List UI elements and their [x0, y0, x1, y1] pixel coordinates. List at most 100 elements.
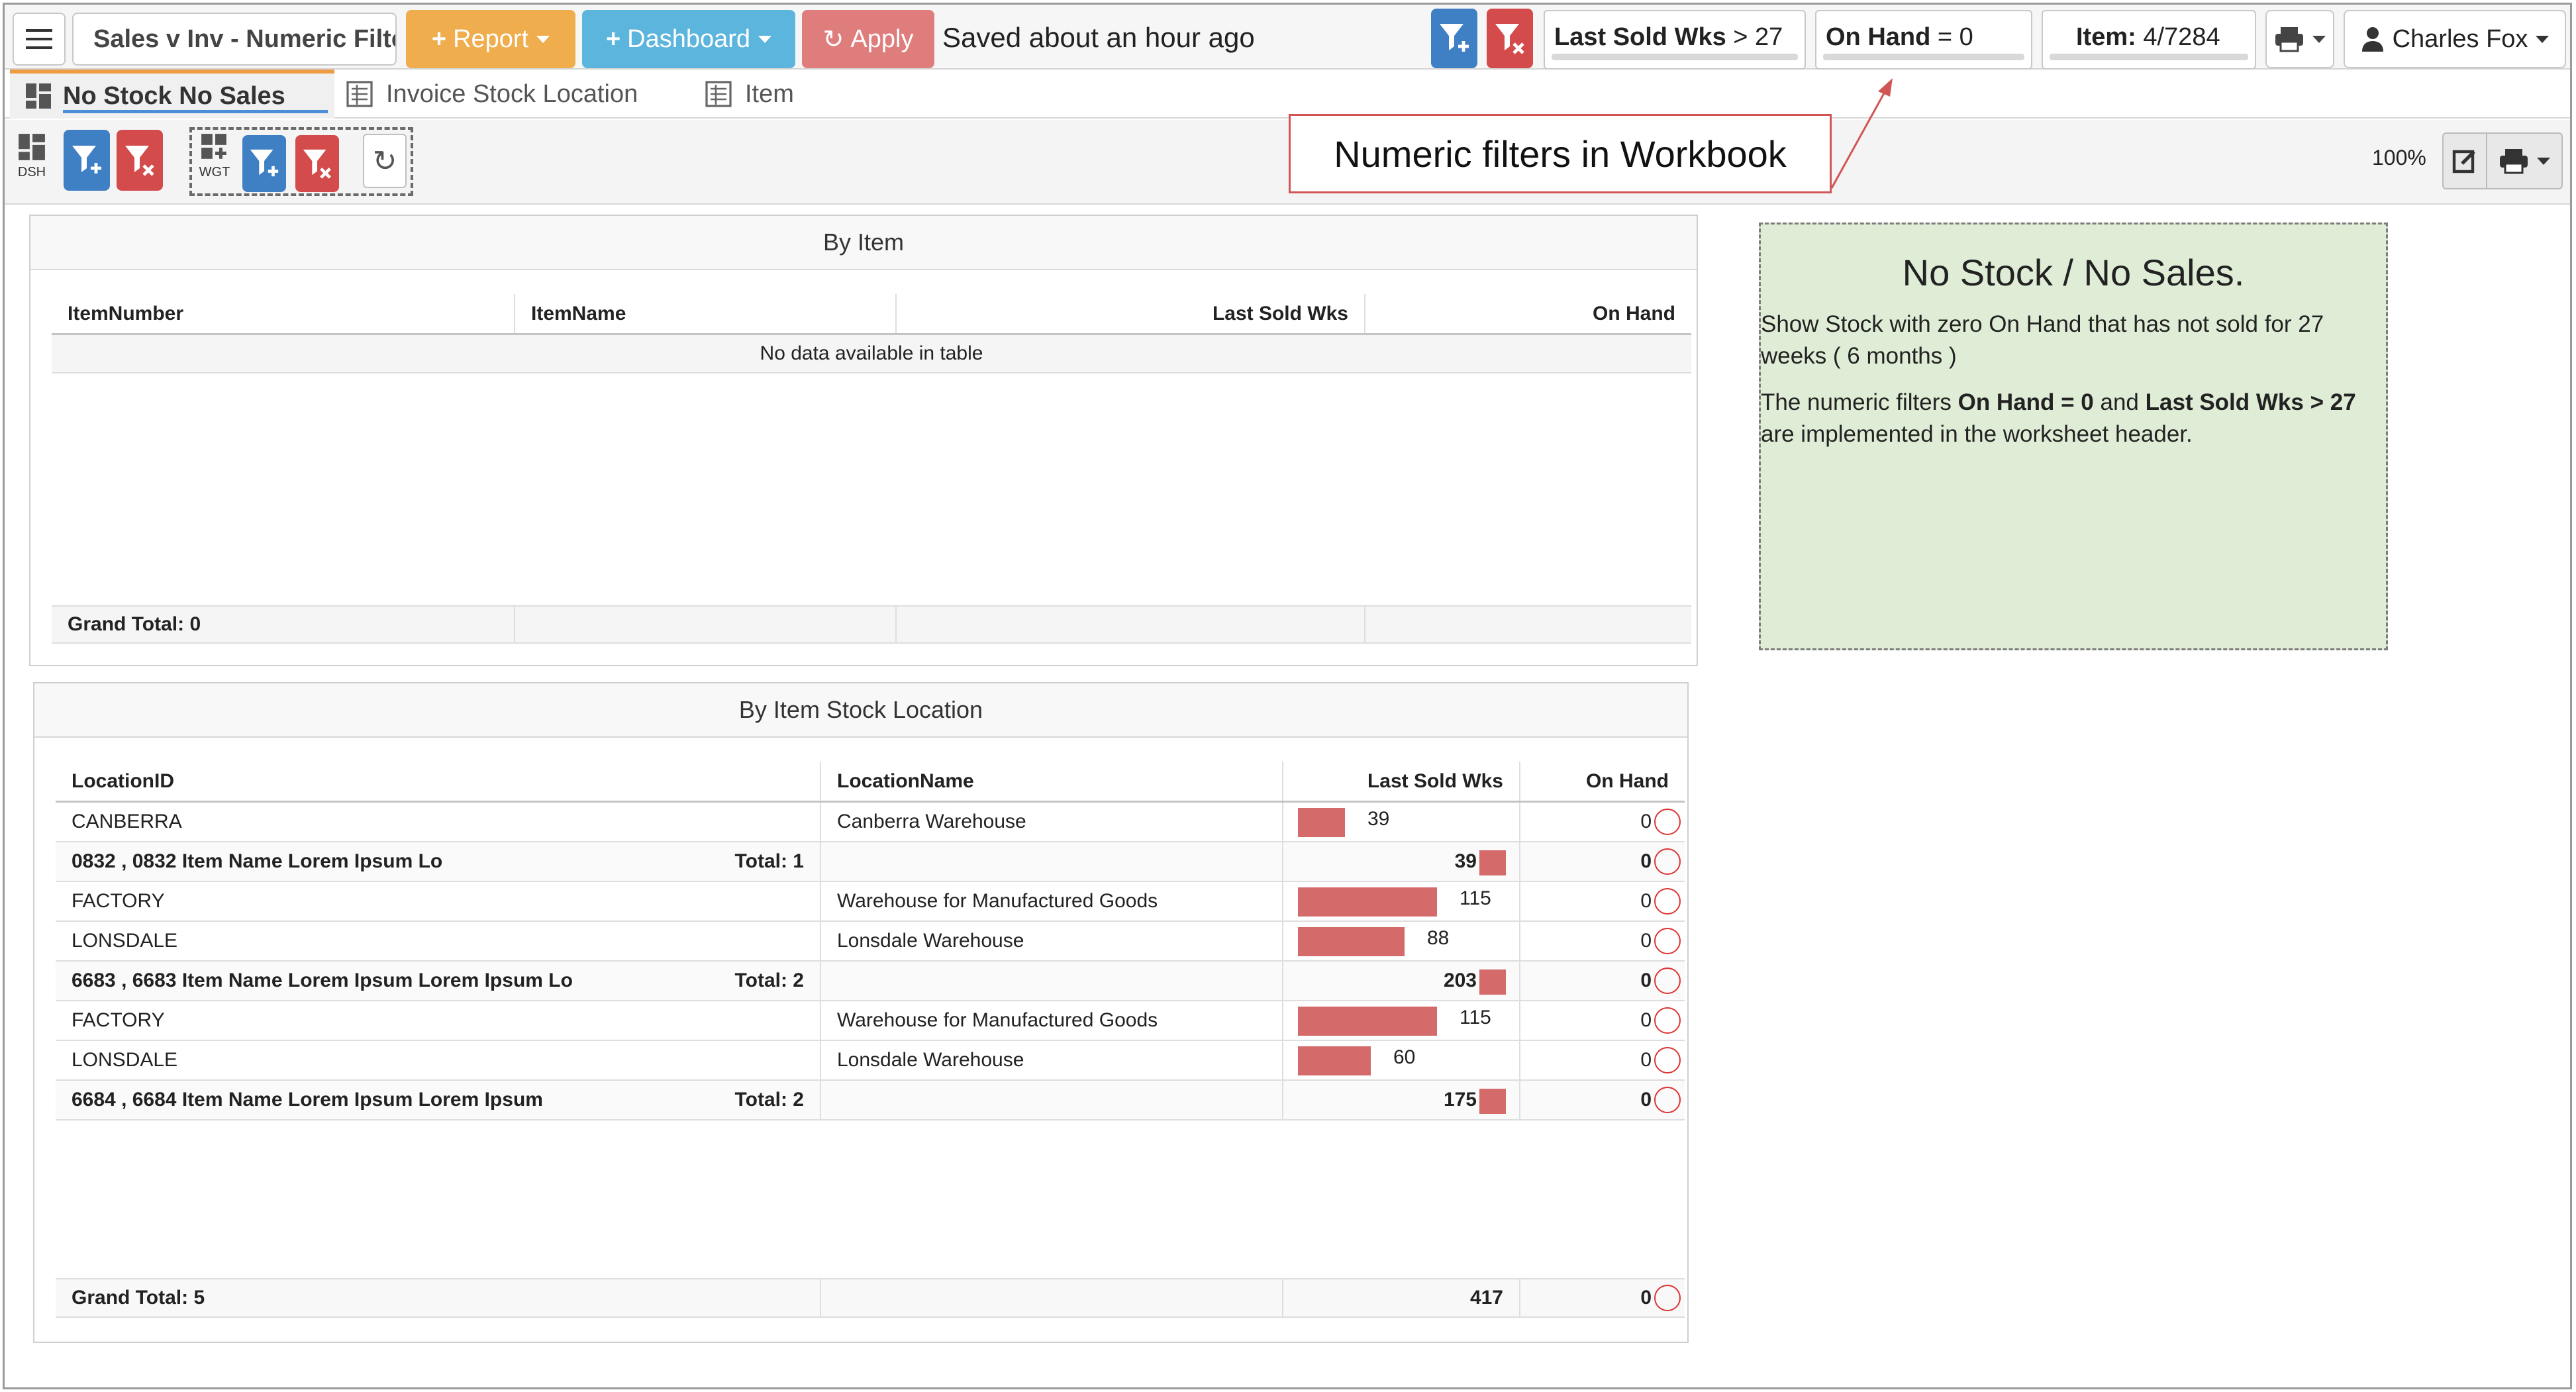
- wks-value: 39: [1367, 808, 1390, 830]
- filter-chip-item[interactable]: Item: 4/7284: [2042, 10, 2256, 70]
- dsh-add-filter-button[interactable]: [64, 130, 110, 191]
- print-menu-button[interactable]: [2265, 10, 2334, 68]
- dashboard-toolbar: [5, 120, 2570, 205]
- onhand-value: 0: [1640, 1049, 1652, 1071]
- col-header-last-sold-wks[interactable]: Last Sold Wks: [1283, 762, 1520, 801]
- col-header-locationid[interactable]: LocationID: [56, 762, 821, 801]
- annotation-callout: Numeric filters in Workbook: [1289, 114, 1832, 193]
- by-location-table: LocationID LocationName Last Sold Wks On…: [56, 762, 1685, 1331]
- grand-total-row: Grand Total: 5 417 0: [56, 1278, 1685, 1318]
- dashboard-button[interactable]: + Dashboard: [582, 10, 795, 68]
- table-row[interactable]: LONSDALE Lonsdale Warehouse 88 0: [56, 922, 1685, 962]
- dsh-button[interactable]: DSH: [13, 132, 50, 192]
- filter-add-icon: [72, 146, 101, 174]
- table-row[interactable]: FACTORY Warehouse for Manufactured Goods 1…: [56, 1001, 1685, 1041]
- panel-title: By Item Stock Location: [34, 683, 1687, 738]
- col-header-itemname[interactable]: ItemName: [515, 294, 897, 333]
- col-header-last-sold-wks[interactable]: Last Sold Wks: [897, 294, 1365, 333]
- dsh-clear-filter-button[interactable]: [117, 130, 163, 191]
- wgt-label: WGT: [199, 165, 230, 179]
- group-total-row[interactable]: 6684 , 6684 Item Name Lorem Ipsum Lorem …: [56, 1081, 1685, 1120]
- status-circle-icon: [1654, 1087, 1681, 1113]
- onhand-value: 0: [1640, 969, 1652, 991]
- data-bar: [1479, 850, 1506, 875]
- tab-invoice-stock-location[interactable]: Invoice Stock Location: [346, 70, 638, 119]
- group-total-row[interactable]: 6683 , 6683 Item Name Lorem Ipsum Lorem …: [56, 962, 1685, 1001]
- location-id-cell: 6683 , 6683 Item Name Lorem Ipsum Lorem …: [56, 962, 821, 1000]
- col-header-on-hand[interactable]: On Hand: [1586, 770, 1669, 792]
- chip-underline: [1823, 54, 2024, 60]
- workbook-title[interactable]: Sales v Inv - Numeric Filte: [72, 13, 397, 66]
- on-hand-cell: 0: [1520, 962, 1685, 1000]
- data-bar: [1298, 1046, 1371, 1075]
- wks-value: 39: [1454, 850, 1477, 872]
- note-bold-onhand: On Hand = 0: [1957, 389, 2094, 415]
- location-id-cell: LONSDALE: [56, 1041, 821, 1079]
- last-sold-wks-cell: 88: [1283, 922, 1520, 960]
- refresh-button[interactable]: ↻: [363, 134, 407, 188]
- table-row[interactable]: LONSDALE Lonsdale Warehouse 60 0: [56, 1041, 1685, 1081]
- tab-item[interactable]: Item: [705, 70, 794, 119]
- col-header-on-hand[interactable]: On Hand: [1593, 302, 1675, 324]
- status-circle-icon: [1654, 928, 1681, 954]
- report-button[interactable]: + Report: [406, 10, 575, 68]
- group-total-row[interactable]: 0832 , 0832 Item Name Lorem Ipsum Lo Tota…: [56, 842, 1685, 882]
- clear-filter-button[interactable]: [1487, 9, 1533, 68]
- apply-button[interactable]: ↻ Apply: [802, 10, 934, 68]
- by-item-panel: By Item ItemNumber ItemName Last Sold Wk…: [29, 215, 1698, 666]
- saved-status: Saved about an hour ago: [942, 22, 1255, 53]
- onhand-value: 0: [1640, 850, 1652, 872]
- location-name: [821, 842, 1283, 881]
- location-id: 6684 , 6684 Item Name Lorem Ipsum Lorem …: [72, 1089, 543, 1111]
- wgt-button[interactable]: WGT: [196, 132, 233, 192]
- location-id-cell: 6684 , 6684 Item Name Lorem Ipsum Lorem …: [56, 1081, 821, 1119]
- grand-total-onhand: 0: [1520, 1279, 1685, 1317]
- chip-underline: [1552, 54, 1798, 60]
- filter-op: = 0: [1937, 23, 1973, 51]
- table-row[interactable]: CANBERRA Canberra Warehouse 39 0: [56, 803, 1685, 842]
- wgt-add-filter-button[interactable]: [242, 135, 286, 192]
- table-header: ItemNumber ItemName Last Sold Wks On Han…: [52, 294, 1691, 335]
- location-id-cell: 0832 , 0832 Item Name Lorem Ipsum Lo Tota…: [56, 842, 821, 881]
- filter-name: Last Sold Wks: [1554, 23, 1726, 51]
- status-circle-icon: [1654, 1007, 1681, 1034]
- table-header: LocationID LocationName Last Sold Wks On…: [56, 762, 1685, 803]
- refresh-icon: ↻: [822, 25, 844, 54]
- edit-dashboard-button[interactable]: [2442, 132, 2487, 189]
- report-label: Report: [453, 25, 529, 53]
- onhand-value: 0: [1640, 1287, 1652, 1309]
- printer-icon: [2500, 149, 2528, 174]
- dashboard-print-button[interactable]: [2486, 132, 2563, 189]
- col-header-locationname[interactable]: LocationName: [821, 762, 1283, 801]
- hamburger-menu-button[interactable]: [13, 13, 66, 66]
- dashboard-label: Dashboard: [627, 25, 751, 53]
- wgt-clear-filter-button[interactable]: [295, 135, 339, 192]
- user-menu-button[interactable]: Charles Fox: [2344, 10, 2566, 68]
- data-bar: [1479, 969, 1506, 995]
- last-sold-wks-cell: 39: [1283, 803, 1520, 841]
- grand-total-cell: [821, 1279, 1283, 1317]
- filter-chip-last-sold-wks[interactable]: Last Sold Wks > 27: [1544, 10, 1806, 70]
- location-name: [821, 1081, 1283, 1119]
- apply-label: Apply: [850, 25, 914, 53]
- grand-total-cell: [1365, 607, 1691, 642]
- data-bar: [1298, 927, 1405, 956]
- last-sold-wks-cell: 115: [1283, 1001, 1520, 1040]
- empty-message: No data available in table: [760, 342, 983, 364]
- add-filter-button[interactable]: [1431, 9, 1477, 68]
- table-row[interactable]: FACTORY Warehouse for Manufactured Goods 1…: [56, 882, 1685, 922]
- filter-chip-on-hand[interactable]: On Hand = 0: [1815, 10, 2032, 70]
- col-header-itemnumber[interactable]: ItemNumber: [52, 294, 515, 333]
- on-hand-cell: 0: [1520, 803, 1685, 841]
- location-id: 0832 , 0832 Item Name Lorem Ipsum Lo: [72, 850, 443, 872]
- window-frame: [3, 3, 2572, 1389]
- location-id-cell: FACTORY: [56, 882, 821, 920]
- location-name: Canberra Warehouse: [821, 803, 1283, 841]
- filter-clear-icon: [1495, 24, 1524, 54]
- last-sold-wks-cell: 175: [1283, 1081, 1520, 1119]
- tab-no-stock-no-sales[interactable]: No Stock No Sales: [10, 70, 334, 119]
- status-circle-icon: [1654, 968, 1681, 994]
- caret-down-icon: [2312, 35, 2326, 43]
- last-sold-wks-cell: 203: [1283, 962, 1520, 1000]
- wks-value: 175: [1443, 1089, 1477, 1111]
